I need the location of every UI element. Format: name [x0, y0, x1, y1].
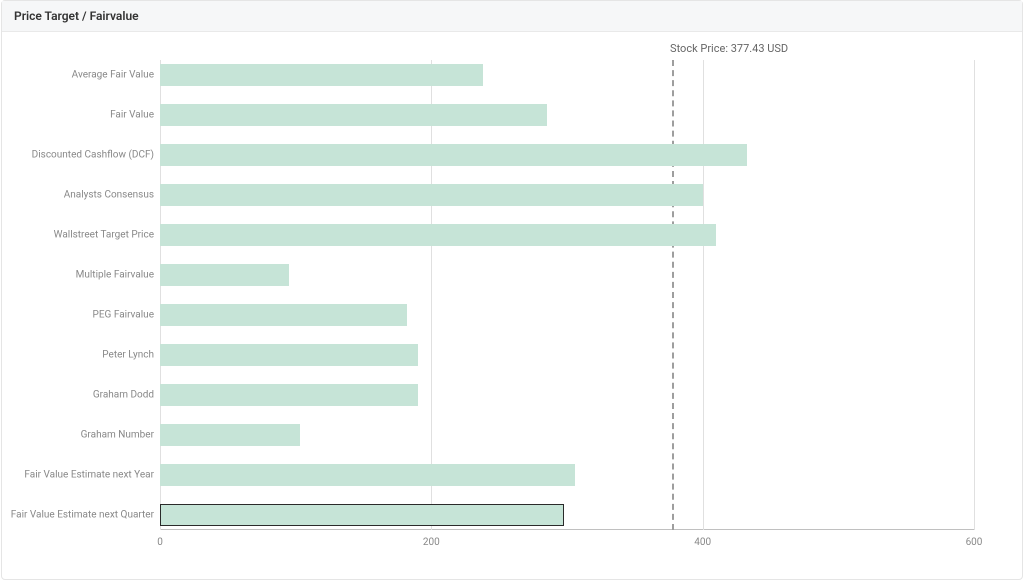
y-tick-label: Multiple Fairvalue	[10, 270, 154, 281]
bar	[160, 344, 418, 366]
reference-line-label: Stock Price: 377.43 USD	[670, 42, 788, 55]
x-tick-label: 400	[694, 537, 711, 548]
y-tick-label: Graham Dodd	[10, 390, 154, 401]
y-tick-label: Average Fair Value	[10, 70, 154, 81]
gridline	[431, 60, 432, 530]
y-tick-label: Wallstreet Target Price	[10, 230, 154, 241]
x-tick-label: 200	[423, 537, 440, 548]
x-tick-label: 600	[966, 537, 983, 548]
reference-line	[672, 60, 674, 530]
bar	[160, 304, 407, 326]
plot: 0 200 400 600 Average Fair Value Fair Value Di…	[10, 60, 1002, 552]
bar	[160, 264, 289, 286]
y-tick-label: Analysts Consensus	[10, 190, 154, 201]
bar	[160, 384, 418, 406]
gridline	[974, 60, 975, 530]
bar	[160, 464, 575, 486]
bar	[160, 144, 747, 166]
card-title: Price Target / Fairvalue	[2, 1, 1022, 32]
y-tick-label: Peter Lynch	[10, 350, 154, 361]
gridline	[703, 60, 704, 530]
gridline	[160, 60, 161, 530]
bar	[160, 104, 547, 126]
y-tick-label: Fair Value Estimate next Quarter	[10, 510, 154, 521]
y-tick-label: PEG Fairvalue	[10, 310, 154, 321]
bar	[160, 424, 300, 446]
y-tick-label: Graham Number	[10, 430, 154, 441]
bars-area	[160, 60, 974, 530]
y-tick-label: Discounted Cashflow (DCF)	[10, 150, 154, 161]
x-axis-line	[160, 529, 974, 530]
bar	[160, 64, 483, 86]
x-tick-label: 0	[157, 537, 163, 548]
bar	[160, 184, 703, 206]
chart-card: Price Target / Fairvalue Stock Price: 37…	[1, 0, 1023, 580]
y-tick-label: Fair Value Estimate next Year	[10, 470, 154, 481]
bar	[160, 504, 564, 526]
bar	[160, 224, 716, 246]
chart-area: Stock Price: 377.43 USD 0 200 400 600 Averag…	[2, 32, 1022, 576]
y-tick-label: Fair Value	[10, 110, 154, 121]
